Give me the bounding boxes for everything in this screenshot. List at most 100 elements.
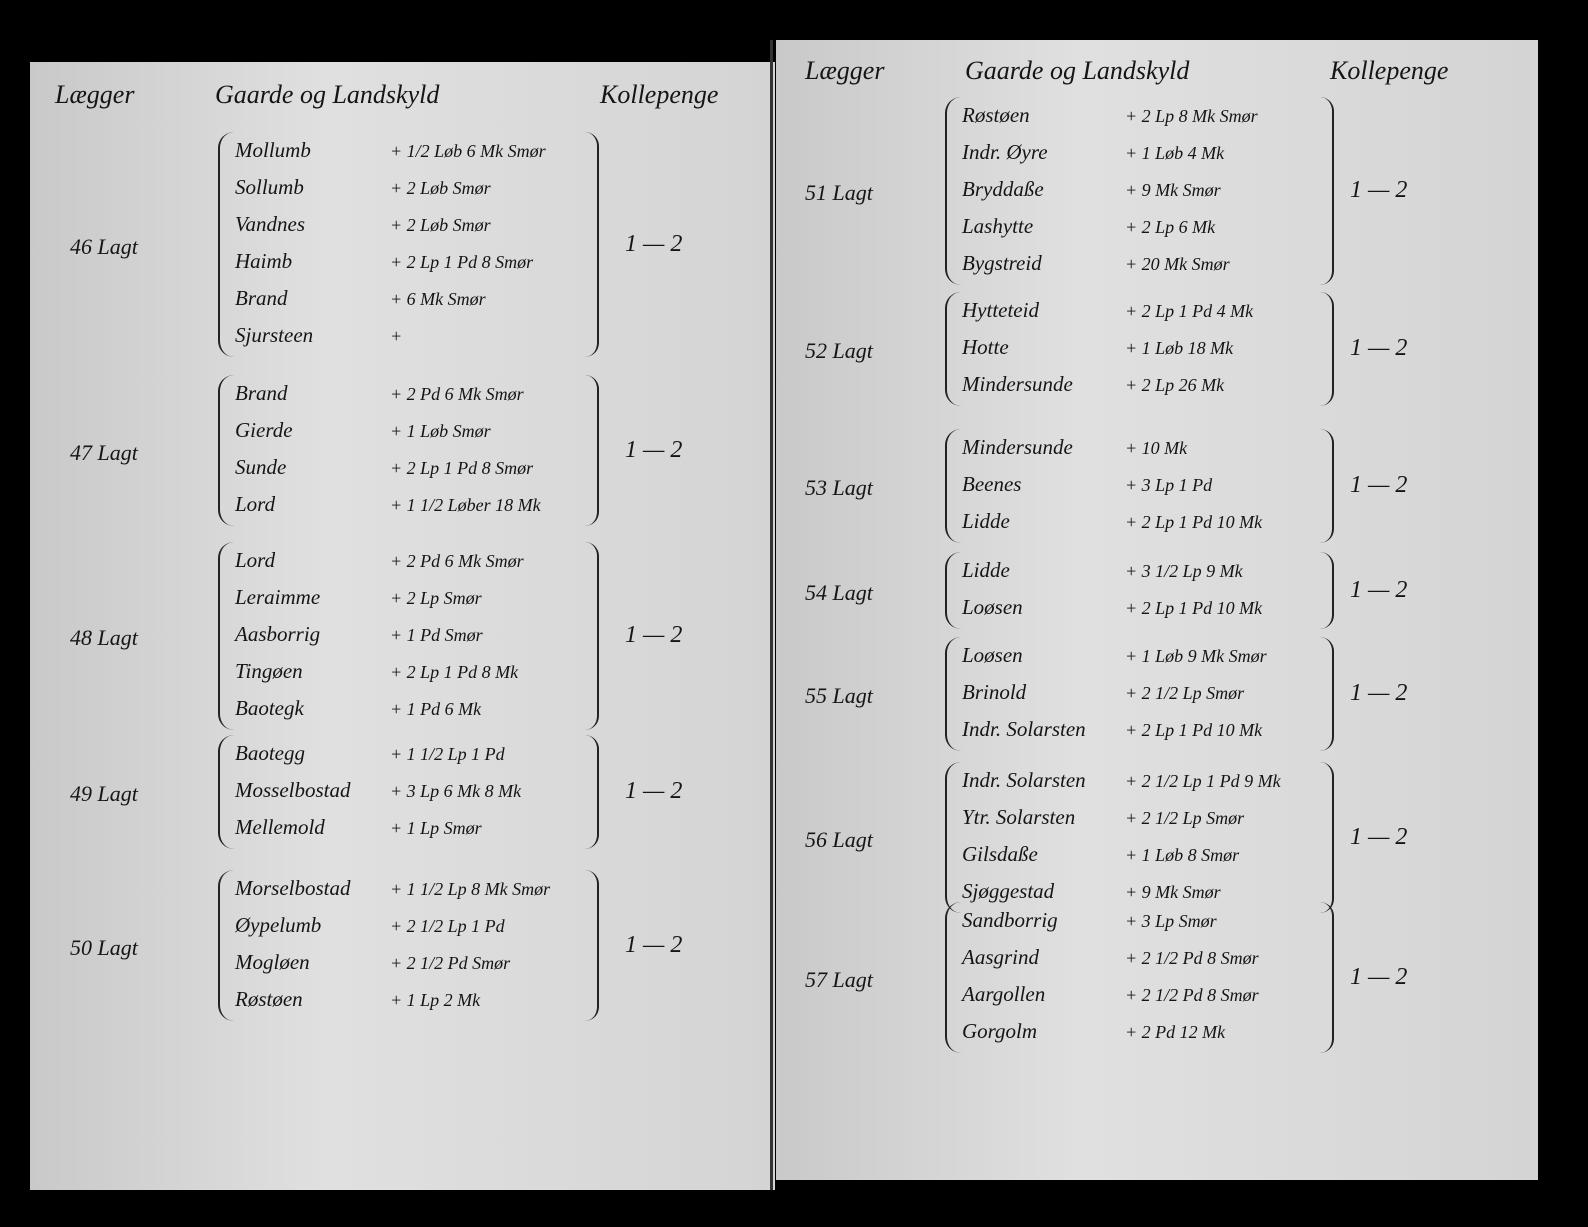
land-tax: + 2 Løb Smør — [390, 215, 491, 235]
group-brace — [945, 902, 961, 1053]
column-header: Gaarde og Landskyld — [215, 80, 440, 109]
land-tax: + 2 1/2 Pd Smør — [390, 953, 511, 973]
group-bracket — [1320, 762, 1334, 913]
land-tax: + 1/2 Løb 6 Mk Smør — [390, 141, 546, 161]
land-tax: + 20 Mk Smør — [1125, 254, 1230, 274]
farm-name: Lord — [235, 492, 276, 516]
land-tax: + 1 Pd 6 Mk — [390, 699, 482, 719]
group-brace — [218, 542, 234, 730]
land-tax: + 2 Lp Smør — [390, 588, 482, 608]
payment: 1 — 2 — [625, 436, 683, 463]
land-tax: + 2 Lp 1 Pd 8 Mk — [390, 662, 519, 682]
land-tax: + 1 Løb Smør — [390, 421, 491, 441]
group-bracket — [585, 542, 599, 730]
farm-name: Hotte — [962, 335, 1009, 359]
farm-name: Sandborrig — [962, 908, 1058, 932]
lag-label: 52 Lagt — [805, 338, 873, 363]
group-bracket — [585, 735, 599, 849]
land-tax: + 1 1/2 Lp 8 Mk Smør — [390, 879, 551, 899]
lag-label: 51 Lagt — [805, 180, 873, 205]
land-tax: + 1 Pd Smør — [390, 625, 483, 645]
farm-name: Indr. Solarsten — [962, 717, 1086, 741]
farm-name: Brand — [235, 381, 288, 405]
farm-name: Mollumb — [235, 138, 311, 162]
column-header: Lægger — [55, 80, 135, 109]
land-tax: + 3 1/2 Lp 9 Mk — [1125, 561, 1243, 581]
farm-name: Lord — [235, 548, 276, 572]
farm-name: Aasgrind — [962, 945, 1040, 969]
farm-name: Aasborrig — [235, 622, 321, 646]
land-tax: + 3 Lp Smør — [1125, 911, 1217, 931]
land-tax: + 2 1/2 Pd 8 Smør — [1125, 948, 1259, 968]
land-tax: + 2 1/2 Pd 8 Smør — [1125, 985, 1259, 1005]
payment: 1 — 2 — [625, 622, 683, 648]
group-brace — [218, 375, 234, 526]
column-header: Lægger — [805, 56, 885, 85]
group-bracket — [585, 375, 599, 526]
land-tax: + — [390, 326, 403, 346]
land-tax: + 1 Løb 8 Smør — [1125, 845, 1240, 865]
farm-name: Sollumb — [235, 175, 304, 199]
payment: 1 — 2 — [625, 230, 683, 257]
lag-label: 48 Lagt — [70, 625, 138, 650]
land-tax: + 2 Pd 6 Mk Smør — [390, 551, 524, 571]
land-tax: + 3 Lp 1 Pd — [1125, 475, 1213, 495]
group-brace — [945, 97, 961, 285]
land-tax: + 2 Lp 1 Pd 10 Mk — [1125, 512, 1263, 532]
lag-label: 56 Lagt — [805, 826, 873, 852]
group-bracket — [1320, 552, 1334, 629]
farm-name: Brinold — [962, 680, 1027, 704]
farm-name: Leraimme — [235, 585, 321, 609]
farm-name: Tingøen — [235, 659, 303, 683]
group-brace — [945, 762, 961, 913]
group-brace — [945, 637, 961, 751]
payment: 1 — 2 — [1350, 680, 1408, 706]
land-tax: + 2 Lp 6 Mk — [1125, 217, 1216, 237]
payment: 1 — 2 — [1350, 963, 1408, 990]
farm-name: Sjøggestad — [962, 879, 1055, 903]
lag-label: 54 Lagt — [805, 579, 873, 605]
group-brace — [945, 292, 961, 406]
farm-name: Haimb — [235, 249, 293, 273]
gutter — [770, 40, 773, 1190]
payment: 1 — 2 — [1350, 576, 1408, 603]
land-tax: + 2 Lp 1 Pd 8 Smør — [390, 458, 534, 478]
farm-name: Indr. Solarsten — [962, 768, 1086, 792]
group-bracket — [1320, 637, 1334, 751]
farm-name: Loøsen — [962, 643, 1023, 667]
farm-name: Brand — [235, 286, 288, 310]
farm-name: Røstøen — [235, 987, 303, 1011]
farm-name: Røstøen — [962, 103, 1030, 127]
farm-name: Baotegk — [235, 696, 304, 720]
lag-label: 57 Lagt — [805, 966, 873, 992]
land-tax: + 2 Lp 1 Pd 10 Mk — [1125, 598, 1263, 618]
group-bracket — [585, 870, 599, 1021]
land-tax: + 2 1/2 Lp Smør — [1125, 808, 1245, 828]
farm-name: Mosselbostad — [235, 778, 351, 802]
land-tax: + 2 Løb Smør — [390, 178, 491, 198]
land-tax: + 2 Lp 26 Mk — [1125, 375, 1225, 395]
land-tax: + 1 Lp 2 Mk — [390, 990, 481, 1010]
land-tax: + 2 Lp 1 Pd 8 Smør — [390, 252, 534, 272]
payment: 1 — 2 — [1350, 472, 1408, 498]
land-tax: + 1 Lp Smør — [390, 818, 482, 838]
lag-label: 49 Lagt — [70, 781, 138, 806]
group-bracket — [1320, 429, 1334, 543]
farm-name: Gierde — [235, 418, 293, 442]
payment: 1 — 2 — [625, 778, 683, 804]
farm-name: Baotegg — [235, 741, 305, 765]
payment: 1 — 2 — [1350, 335, 1408, 361]
land-tax: + 2 Lp 1 Pd 10 Mk — [1125, 720, 1263, 740]
land-tax: + 2 Pd 12 Mk — [1125, 1022, 1226, 1042]
payment: 1 — 2 — [1350, 177, 1408, 203]
column-header: Kollepenge — [600, 80, 719, 109]
farm-name: Bryddaße — [962, 177, 1044, 201]
land-tax: + 2 1/2 Lp 1 Pd — [390, 916, 505, 936]
land-tax: + 6 Mk Smør — [390, 289, 486, 309]
farm-name: Beenes — [962, 472, 1022, 496]
land-tax: + 1 Løb 9 Mk Smør — [1125, 646, 1267, 666]
land-tax: + 1 Løb 4 Mk — [1125, 143, 1225, 163]
payment: 1 — 2 — [1350, 823, 1408, 850]
group-brace — [218, 735, 234, 849]
